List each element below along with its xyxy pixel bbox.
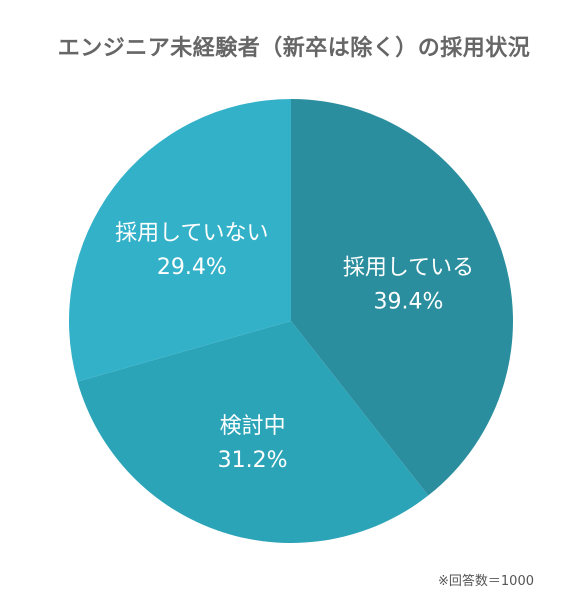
pie-labels: 採用している 39.4% 検討中 31.2% 採用していない 29.4%: [115, 221, 474, 473]
pie-slice-2: [77, 321, 429, 543]
slice-label-2: 検討中: [220, 414, 286, 439]
slice-value-2: 31.2%: [218, 448, 288, 473]
pie-slices: [68, 99, 514, 543]
chart-title: エンジニア未経験者（新卒は除く）の採用状況: [57, 36, 531, 61]
slice-label-3: 採用していない: [115, 221, 268, 246]
pie-slice-3: [68, 99, 291, 382]
slice-label-1: 採用している: [343, 255, 474, 280]
pie-slice-1: [291, 99, 514, 496]
slice-value-1: 39.4%: [374, 289, 444, 314]
response-count-note: ※回答数＝1000: [438, 574, 534, 589]
slice-value-3: 29.4%: [157, 255, 227, 280]
